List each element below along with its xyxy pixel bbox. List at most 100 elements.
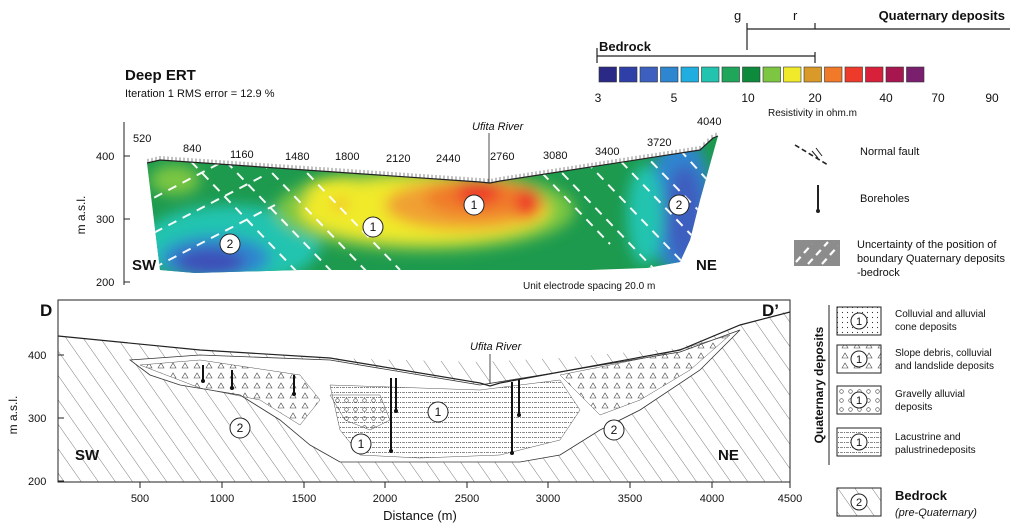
electrode-label: 3080 [543, 150, 567, 162]
ert-legend: Normal fault Boreholes Uncertainty of th… [794, 144, 1005, 279]
electrode-label: 2760 [490, 151, 514, 163]
color-scale-cell [803, 66, 822, 83]
borehole-icon [816, 185, 820, 213]
svg-text:1: 1 [856, 354, 862, 366]
ert-y-ticks: 400 300 200 [96, 151, 130, 289]
color-scale-ticks: 3 5 10 20 40 70 90 [595, 91, 999, 105]
ert-electrode-labels: 520 840 1160 1480 1800 2120 2440 2760 30… [133, 116, 721, 165]
color-scale-cell [762, 66, 781, 83]
ert-topography [146, 135, 719, 184]
section-river-label: Ufita River [470, 341, 523, 353]
slope-debris-left [139, 359, 321, 426]
svg-text:2: 2 [227, 237, 234, 251]
svg-text:1: 1 [856, 316, 862, 328]
legend-item-label: palustrinedeposits [895, 445, 976, 456]
color-scale-tick-label: 70 [931, 91, 945, 105]
electrode-label: 520 [133, 133, 151, 145]
svg-text:1: 1 [358, 437, 365, 451]
color-scale-cell [783, 66, 802, 83]
ert-panel: Deep ERT Iteration 1 RMS error = 12.9 % … [74, 67, 721, 292]
color-scale-cell [619, 66, 638, 83]
ert-ne-label: NE [696, 257, 717, 274]
bedrock-bracket [596, 48, 816, 63]
legend-item-label: Gravelly alluvial [895, 389, 965, 400]
color-scale-cell [885, 66, 904, 83]
legend-item-colluvial: 1 Colluvial and alluvial cone deposits [836, 306, 986, 336]
section-topography [57, 311, 791, 387]
legend-item-bedrock: 2 Bedrock (pre-Quaternary) [836, 487, 977, 519]
color-scale-cell [639, 66, 658, 83]
ert-sw-label: SW [132, 257, 157, 274]
scale-r-label: r [793, 8, 798, 23]
legend-item-lacustrine: 1 Lacustrine and palustrinedeposits [836, 427, 976, 457]
legend-item-slope-debris: 1 Slope debris, colluvial and landslide … [836, 344, 994, 374]
svg-text:1: 1 [856, 395, 862, 407]
geologic-section: D D’ Ufita River SW NE 1 [6, 299, 802, 523]
resistivity-scale: g r Quaternary deposits Bedrock 3 5 10 20 40… [595, 8, 1010, 119]
section-x-tick-label: 500 [131, 493, 149, 505]
scale-g-label: g [734, 8, 741, 23]
electrode-label: 1160 [230, 149, 254, 161]
ert-resistivity-image [147, 136, 718, 273]
ert-subtitle: Iteration 1 RMS error = 12.9 % [125, 88, 275, 100]
svg-text:2: 2 [237, 421, 244, 435]
section-x-tick-label: 3000 [536, 493, 560, 505]
ert-unit-marker: 1 [463, 194, 485, 216]
legend-bedrock-title: Bedrock [895, 488, 948, 503]
section-x-tick-label: 4000 [700, 493, 724, 505]
ert-y-tick-label: 200 [96, 277, 114, 289]
color-scale-cell [742, 66, 761, 83]
scale-caption: Resistivity in ohm.m [768, 108, 857, 119]
svg-text:1: 1 [435, 405, 442, 419]
section-ne-label: NE [718, 447, 739, 464]
section-x-tick-label: 4500 [778, 493, 802, 505]
ert-y-axis-label: m a.s.l. [74, 196, 88, 235]
color-scale-cell [701, 66, 720, 83]
section-y-tick-label: 400 [28, 350, 46, 362]
section-unit-marker: 2 [229, 417, 251, 439]
svg-text:2: 2 [611, 423, 618, 437]
legend-item-label: Lacustrine and [895, 432, 961, 443]
color-scale-cell [865, 66, 884, 83]
color-scale-tick-label: 90 [985, 91, 999, 105]
legend-item-label: cone deposits [895, 322, 957, 333]
scale-bedrock-label: Bedrock [599, 39, 652, 54]
section-boreholes [201, 365, 521, 455]
legend-item-label: Slope debris, colluvial [895, 348, 992, 359]
uncertainty-label-line: Uncertainty of the position of [857, 239, 997, 251]
section-x-tick-label: 1500 [292, 493, 316, 505]
color-scale-tick-label: 3 [595, 91, 602, 105]
legend-item-label: and landslide deposits [895, 361, 994, 372]
color-scale-tick-label: 40 [879, 91, 893, 105]
electrode-label: 2120 [386, 153, 410, 165]
section-unit-marker: 1 [350, 433, 372, 455]
section-frame [57, 299, 791, 483]
color-scale-tick-label: 5 [671, 91, 678, 105]
color-scale-cell [680, 66, 699, 83]
uncertainty-swatch [794, 240, 840, 266]
section-left-letter: D [40, 301, 52, 320]
section-x-tick-label: 2000 [373, 493, 397, 505]
ert-y-tick-label: 400 [96, 151, 114, 163]
electrode-label: 2440 [436, 153, 460, 165]
electrode-label: 1800 [335, 151, 359, 163]
color-scale-cell [824, 66, 843, 83]
uncertainty-label-line: boundary Quaternary deposits [857, 253, 1005, 265]
ert-unit-marker: 2 [219, 233, 241, 255]
ert-unit-marker: 2 [668, 194, 690, 216]
legend-item-label: Colluvial and alluvial [895, 309, 986, 320]
ert-y-tick-label: 300 [96, 214, 114, 226]
electrode-label: 1480 [285, 151, 309, 163]
borehole-label: Boreholes [860, 193, 910, 205]
section-x-axis-label: Distance (m) [383, 508, 457, 523]
color-scale-cell [721, 66, 740, 83]
section-x-tick-label: 3500 [618, 493, 642, 505]
svg-text:1: 1 [370, 220, 377, 234]
svg-text:1: 1 [471, 198, 478, 212]
color-scale-cell [844, 66, 863, 83]
fault-icon [794, 144, 829, 166]
color-scale-tick-label: 20 [808, 91, 822, 105]
ert-spacing-note: Unit electrode spacing 20.0 m [523, 281, 655, 292]
legend-group-title: Quaternary deposits [812, 326, 826, 443]
